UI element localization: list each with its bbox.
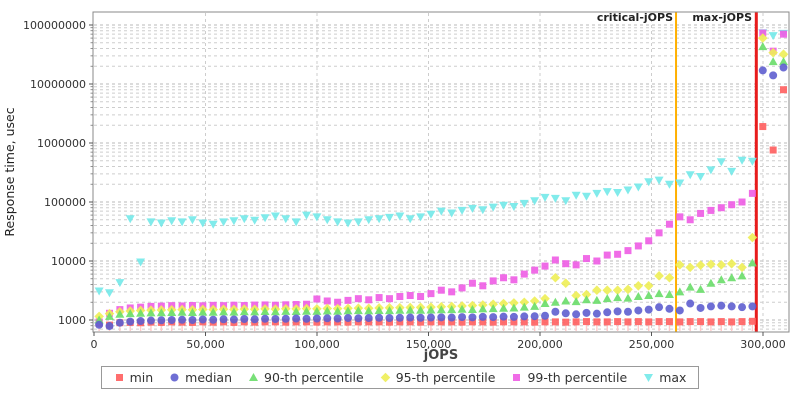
svg-text:100000000: 100000000 <box>23 19 86 32</box>
legend-item-99-th-percentile: 99-th percentile <box>511 370 627 385</box>
rt-curve-plot: 1000 10000 100000 1000000 10000000 100000000 0… <box>2 11 790 363</box>
svg-text:200,000: 200,000 <box>517 338 563 351</box>
x-axis-title: jOPS <box>423 348 458 363</box>
axis-ticks-and-labels: 1000 10000 100000 1000000 10000000 100000000 0… <box>23 19 786 351</box>
legend-label: 90-th percentile <box>264 370 364 385</box>
svg-text:250,000: 250,000 <box>629 338 675 351</box>
diamond-icon <box>380 372 391 383</box>
svg-text:10000000: 10000000 <box>30 78 86 91</box>
legend-item-min: min <box>114 370 154 385</box>
gridlines <box>94 13 788 331</box>
y-axis-title: Response time, usec <box>2 107 17 236</box>
svg-text:150,000: 150,000 <box>406 338 452 351</box>
max-jops-label: max-jOPS <box>692 11 752 24</box>
legend-item-95-th-percentile: 95-th percentile <box>380 370 496 385</box>
square-icon <box>513 374 521 381</box>
circle-icon <box>170 373 179 382</box>
legend-label: min <box>129 370 154 385</box>
triangle-down-icon <box>644 374 654 382</box>
square-icon <box>115 374 123 381</box>
legend-label: 99-th percentile <box>527 370 628 385</box>
svg-text:1000: 1000 <box>58 314 86 327</box>
series-95-th-percentile <box>94 33 789 322</box>
data-series <box>94 29 789 331</box>
series-max <box>94 29 789 298</box>
triangle-up-icon <box>249 373 258 381</box>
legend-label: max <box>659 370 687 385</box>
series-99-th-percentile <box>95 29 788 326</box>
svg-text:10000: 10000 <box>51 255 86 268</box>
plot-border <box>92 11 790 333</box>
svg-text:1000000: 1000000 <box>37 137 86 150</box>
legend: min median 90-th percentile 95-th percentil… <box>0 366 800 389</box>
svg-text:300,000: 300,000 <box>740 338 786 351</box>
annotation-lines <box>675 12 758 332</box>
legend-item-90-th-percentile: 90-th percentile <box>248 370 364 385</box>
legend-item-median: median <box>169 370 232 385</box>
legend-label: median <box>185 370 232 385</box>
series-median <box>95 63 788 331</box>
legend-item-max: max <box>643 370 686 385</box>
legend-label: 95-th percentile <box>395 370 496 385</box>
svg-text:100000: 100000 <box>44 196 86 209</box>
svg-text:100,000: 100,000 <box>294 338 340 351</box>
svg-text:0: 0 <box>91 338 98 351</box>
critical-jops-label: critical-jOPS <box>597 11 673 24</box>
svg-text:50,000: 50,000 <box>186 338 225 351</box>
legend-box: min median 90-th percentile 95-th percentil… <box>100 366 700 389</box>
